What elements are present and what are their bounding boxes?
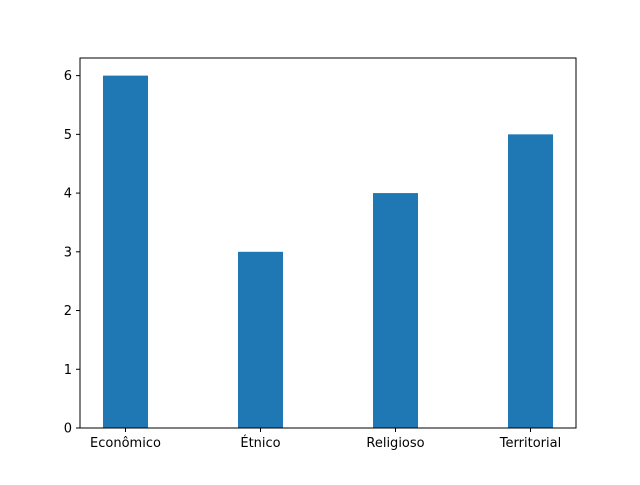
y-tick-label: 5 xyxy=(64,128,72,143)
bar-territorial xyxy=(508,134,553,428)
y-tick-label: 2 xyxy=(64,304,72,319)
y-tick-label: 4 xyxy=(64,187,72,202)
bar-religioso xyxy=(373,193,418,428)
y-tick-label: 3 xyxy=(64,245,72,260)
x-axis: Econômico Étnico Religioso Territorial xyxy=(90,428,561,451)
y-axis: 0 1 2 3 4 5 6 xyxy=(64,69,80,437)
y-tick-label: 6 xyxy=(64,69,72,84)
axes-frame xyxy=(79,57,577,429)
x-tick-label: Religioso xyxy=(366,436,424,451)
x-tick-label: Étnico xyxy=(240,435,280,451)
bar-econômico xyxy=(103,75,148,428)
bar-étnico xyxy=(238,251,283,428)
x-tick-label: Econômico xyxy=(90,436,161,451)
bars-group xyxy=(103,75,553,428)
y-tick-label: 1 xyxy=(64,363,72,378)
x-tick-label: Territorial xyxy=(499,436,561,451)
y-tick-label: 0 xyxy=(64,422,72,437)
